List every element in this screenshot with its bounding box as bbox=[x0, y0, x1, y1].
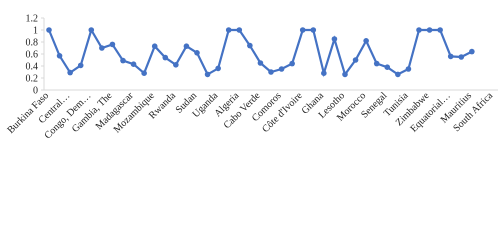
marker bbox=[162, 54, 169, 61]
marker bbox=[416, 27, 422, 33]
marker bbox=[46, 27, 52, 33]
y-tick-label: 0 bbox=[33, 86, 38, 97]
y-tick-label: 0.8 bbox=[26, 38, 39, 49]
marker bbox=[321, 70, 327, 76]
y-tick-label: 0.2 bbox=[26, 74, 39, 85]
marker bbox=[247, 42, 253, 49]
marker bbox=[99, 45, 105, 51]
marker bbox=[299, 27, 306, 33]
marker bbox=[194, 50, 200, 56]
y-tick-label: 1.2 bbox=[26, 14, 39, 25]
marker bbox=[447, 53, 454, 60]
marker bbox=[215, 65, 221, 72]
marker bbox=[183, 43, 190, 49]
y-tick-label: 0.6 bbox=[26, 50, 39, 61]
marker bbox=[395, 71, 401, 78]
marker bbox=[310, 27, 317, 33]
marker bbox=[225, 27, 232, 33]
marker bbox=[373, 60, 380, 67]
marker bbox=[56, 53, 63, 59]
marker bbox=[405, 66, 412, 72]
marker bbox=[141, 70, 147, 76]
marker bbox=[469, 48, 475, 55]
marker bbox=[257, 60, 264, 66]
marker bbox=[331, 36, 338, 42]
marker bbox=[67, 69, 73, 76]
marker bbox=[173, 62, 179, 68]
marker bbox=[204, 71, 211, 78]
marker bbox=[109, 41, 116, 48]
marker bbox=[458, 54, 465, 60]
marker bbox=[120, 57, 126, 64]
marker bbox=[384, 64, 391, 70]
marker bbox=[88, 27, 95, 33]
marker bbox=[342, 71, 348, 78]
marker bbox=[352, 57, 359, 63]
marker bbox=[363, 38, 369, 44]
marker bbox=[426, 27, 433, 33]
marker bbox=[77, 62, 84, 69]
page: {"chart_data": {"type": "line", "categor… bbox=[5, 13, 498, 142]
marker bbox=[268, 69, 274, 75]
marker bbox=[437, 27, 443, 33]
y-tick-label: 1 bbox=[33, 26, 38, 37]
marker bbox=[236, 27, 243, 33]
marker bbox=[278, 66, 285, 72]
y-tick-label: 0.4 bbox=[26, 62, 39, 73]
marker bbox=[130, 61, 137, 67]
marker bbox=[289, 60, 295, 67]
marker bbox=[151, 43, 158, 49]
